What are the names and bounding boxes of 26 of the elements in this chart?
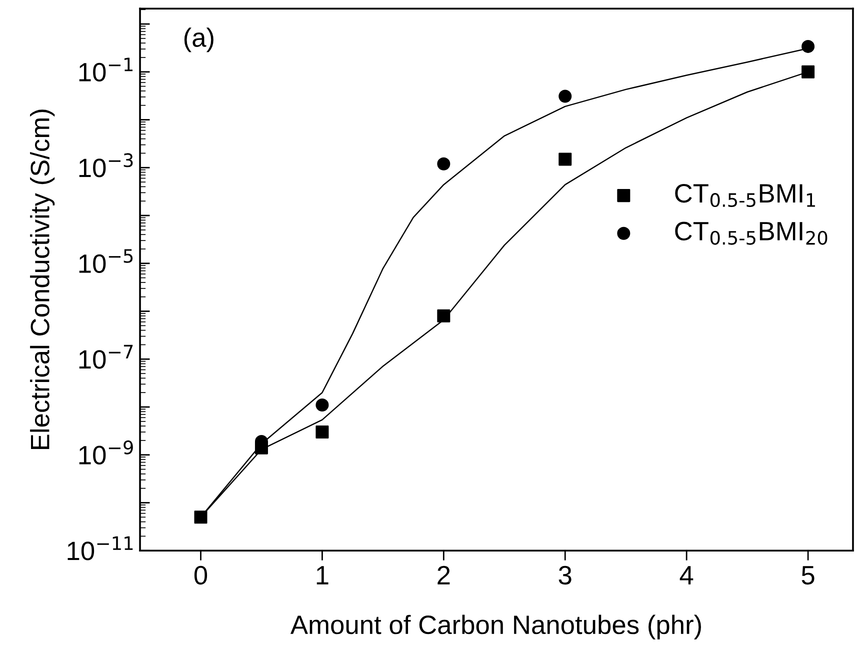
legend-label: CT$_{0.5-5}$BMI$_{1}$	[675, 184, 815, 208]
y-tick-label: 10$^{−9}$	[79, 440, 133, 464]
y-tick-label: 10$^{−5}$	[79, 249, 133, 274]
y-tick-label: 10$^{−7}$	[79, 344, 133, 369]
x-axis-title: Amount of Carbon Nanotubes (phr)	[290, 614, 701, 640]
point	[802, 40, 815, 53]
point	[558, 90, 572, 103]
x-tick-label: 1	[316, 566, 328, 584]
point	[437, 309, 450, 322]
y-tick-label: 10$^{−3}$	[79, 153, 133, 178]
x-tick-label: 5	[802, 566, 814, 585]
x-tick-label: 0	[194, 566, 208, 585]
x-tick-label: 3	[558, 566, 572, 585]
point	[316, 398, 329, 412]
point	[802, 65, 815, 78]
point	[316, 426, 329, 439]
x-tick-label: 2	[438, 566, 450, 584]
y-axis-title: Electrical Conductivity (S/cm)	[30, 110, 55, 449]
point	[437, 157, 450, 170]
y-tick-label: 10$^{−11}$	[68, 536, 133, 560]
x-tick-label: 4	[680, 566, 694, 584]
y-tick-label: 10$^{−1}$	[79, 58, 132, 82]
legend-label: CT$_{0.5-5}$BMI$_{20}$	[675, 222, 828, 245]
annotation: (a)	[184, 28, 214, 52]
point	[194, 510, 208, 524]
point	[558, 152, 572, 166]
